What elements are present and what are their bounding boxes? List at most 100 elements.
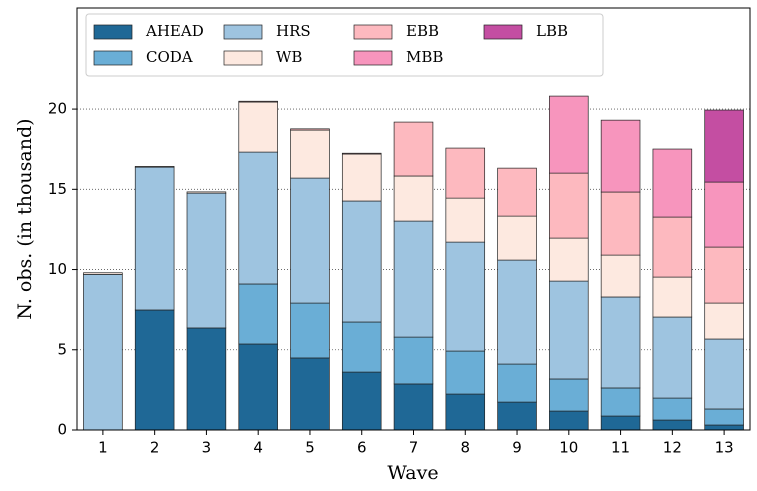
- bar-segment: [290, 129, 330, 179]
- bar-segment: [290, 128, 330, 131]
- bar-segment: [393, 336, 434, 385]
- bar-segment: [83, 274, 123, 431]
- legend-swatch: [353, 50, 393, 66]
- x-tick-label: 13: [715, 439, 734, 457]
- bar-segment: [497, 401, 537, 431]
- legend-swatch: [223, 24, 263, 40]
- bar-segment: [341, 152, 382, 155]
- bar-segment: [652, 216, 693, 278]
- bar-segment: [497, 215, 537, 261]
- x-tick-label: 7: [409, 439, 419, 457]
- bar-segment: [549, 378, 589, 412]
- x-tick-label: 11: [611, 439, 630, 457]
- y-tick-label: 0: [57, 421, 67, 439]
- bar-segment: [600, 119, 641, 193]
- legend-label: HRS: [276, 22, 311, 40]
- bar-segment: [445, 197, 486, 243]
- bar-segment: [134, 166, 175, 168]
- bar-segment: [600, 296, 641, 389]
- x-tick-label: 3: [202, 439, 212, 457]
- bar-segment: [186, 327, 227, 431]
- bar-segment: [704, 302, 744, 340]
- bar-segment: [445, 350, 486, 395]
- bar-segment: [186, 192, 227, 329]
- x-tick-label: 1: [98, 439, 108, 457]
- x-tick-label: 4: [253, 439, 263, 457]
- bar-segment: [238, 100, 278, 103]
- x-tick-label: 12: [663, 439, 682, 457]
- y-tick-label: 10: [48, 260, 67, 278]
- bar-segment: [341, 200, 382, 323]
- bar-segment: [600, 254, 641, 298]
- bar-segment: [445, 147, 486, 199]
- bar-segment: [134, 309, 175, 431]
- legend-label: CODA: [146, 48, 193, 66]
- bar-segment: [600, 415, 641, 431]
- y-tick-label: 20: [48, 100, 67, 118]
- y-axis-label: N. obs. (in thousand): [14, 118, 36, 319]
- bar-segment: [341, 321, 382, 373]
- bar-segment: [83, 272, 123, 275]
- bar-segment: [497, 259, 537, 365]
- legend-swatch: [483, 24, 523, 40]
- plot-frame: [76, 7, 751, 431]
- legend-swatch: [353, 24, 393, 40]
- legend-label: EBB: [406, 22, 439, 40]
- bar-segment: [549, 237, 589, 282]
- bar-segment: [393, 220, 434, 338]
- legend-swatch: [93, 24, 133, 40]
- bar-segment: [290, 177, 330, 304]
- bar-segment: [704, 246, 744, 304]
- bar-segment: [704, 109, 744, 183]
- bar-segment: [290, 302, 330, 359]
- legend-label: AHEAD: [145, 22, 204, 40]
- bar-segment: [445, 241, 486, 352]
- x-tick-label: 10: [559, 439, 578, 457]
- bar-segment: [393, 383, 434, 431]
- bar-segment: [704, 424, 744, 431]
- bar-segment: [600, 191, 641, 256]
- bar-segment: [238, 101, 278, 153]
- bar-segment: [186, 191, 227, 194]
- x-tick-label: 6: [357, 439, 367, 457]
- legend-box: [85, 13, 604, 77]
- bar-segment: [393, 121, 434, 177]
- bar-segment: [652, 419, 693, 431]
- legend-label: WB: [276, 48, 302, 66]
- bar-segment: [704, 181, 744, 248]
- x-tick-label: 5: [305, 439, 315, 457]
- bar-segment: [652, 148, 693, 218]
- x-axis-label: Wave: [387, 462, 438, 484]
- y-tick-label: 5: [57, 340, 67, 358]
- legend-swatch: [223, 50, 263, 66]
- bar-segment: [600, 387, 641, 417]
- legend-label: MBB: [406, 48, 443, 66]
- bar-segment: [652, 316, 693, 399]
- x-tick-label: 9: [512, 439, 522, 457]
- legend-swatch: [93, 50, 133, 66]
- bar-segment: [393, 175, 434, 222]
- x-tick-label: 2: [150, 439, 160, 457]
- bar-segment: [497, 363, 537, 403]
- bar-segment: [652, 276, 693, 318]
- bar-segment: [238, 343, 278, 431]
- bar-segment: [238, 151, 278, 285]
- bar-segment: [549, 172, 589, 239]
- y-tick-label: 15: [48, 180, 67, 198]
- bar-segment: [134, 166, 175, 311]
- bar-segment: [549, 280, 589, 380]
- bar-segment: [238, 283, 278, 345]
- x-tick-label: 8: [460, 439, 470, 457]
- bar-segment: [445, 393, 486, 431]
- bar-segment: [341, 153, 382, 202]
- bar-segment: [549, 95, 589, 174]
- legend-label: LBB: [536, 22, 568, 40]
- bar-segment: [341, 371, 382, 431]
- bar-segment: [704, 338, 744, 410]
- bar-segment: [497, 167, 537, 217]
- bar-segment: [290, 357, 330, 431]
- bar-segment: [549, 410, 589, 431]
- bar-segment: [652, 397, 693, 421]
- bar-segment: [704, 408, 744, 426]
